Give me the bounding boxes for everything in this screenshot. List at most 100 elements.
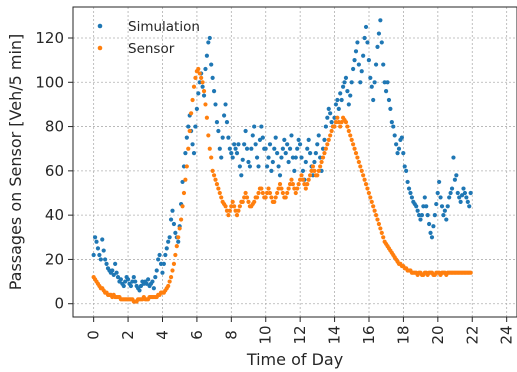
sensor-point — [242, 195, 247, 200]
y-tick-label: 0 — [54, 295, 64, 313]
simulation-point — [310, 173, 316, 178]
simulation-point — [194, 106, 199, 111]
y-tick-label: 80 — [45, 118, 64, 136]
simulation-point — [392, 133, 397, 138]
sensor-point — [168, 275, 174, 280]
sensor-point — [318, 164, 323, 169]
simulation-point — [467, 204, 472, 209]
simulation-point — [267, 142, 273, 147]
sensor-point — [199, 75, 204, 80]
simulation-point — [335, 97, 340, 103]
simulation-point — [151, 286, 156, 291]
sensor-point — [326, 137, 331, 142]
simulation-point — [246, 159, 251, 165]
simulation-point — [435, 190, 440, 196]
sensor-point — [171, 261, 177, 266]
simulation-point — [210, 75, 215, 80]
x-axis-ticks: 0 2 4 6 8 10 12 14 16 18 20 22 24 — [85, 317, 516, 345]
plot-frame — [72, 6, 517, 318]
simulation-point — [318, 155, 323, 160]
sensor-point — [297, 177, 303, 182]
simulation-point — [366, 58, 371, 63]
simulation-point — [121, 283, 126, 289]
simulation-point — [196, 91, 201, 96]
sensor-point — [170, 268, 175, 273]
simulation-point — [355, 40, 360, 45]
simulation-point — [358, 80, 363, 85]
simulation-point — [223, 102, 228, 107]
simulation-point — [110, 268, 115, 273]
sensor-point — [233, 208, 238, 213]
simulation-point — [422, 195, 427, 200]
simulation-point — [425, 213, 430, 218]
sensor-point — [323, 146, 328, 151]
simulation-point — [441, 213, 446, 218]
simulation-point — [429, 235, 435, 240]
simulation-point — [214, 120, 220, 125]
simulation-point — [293, 155, 298, 160]
simulation-point — [204, 53, 209, 58]
simulation-point — [340, 84, 346, 89]
sensor-point — [322, 151, 327, 156]
sensor-point — [211, 173, 217, 178]
simulation-point — [461, 186, 466, 191]
simulation-point — [98, 257, 103, 262]
simulation-point — [369, 84, 374, 89]
sensor-point — [329, 128, 334, 134]
sensor-point — [372, 208, 377, 213]
simulation-point — [454, 173, 459, 178]
simulation-point — [296, 137, 301, 142]
simulation-point — [385, 80, 390, 85]
sensor-point — [296, 182, 301, 187]
sensor-point — [209, 155, 214, 160]
simulation-point — [458, 199, 463, 204]
sensor-point — [179, 217, 184, 222]
simulation-point — [336, 106, 341, 111]
sensor-point — [308, 173, 313, 178]
sensor-point — [373, 213, 379, 218]
sensor-point — [204, 115, 209, 120]
sensor-point — [369, 199, 374, 204]
simulation-point — [322, 137, 327, 142]
y-tick-label: 40 — [45, 206, 64, 224]
simulation-point — [300, 168, 306, 173]
sensor-point — [210, 168, 215, 173]
x-tick-label: 6 — [188, 330, 206, 340]
simulation-point — [233, 146, 238, 151]
simulation-point — [184, 135, 189, 140]
simulation-point — [346, 102, 351, 107]
simulation-point — [361, 53, 366, 58]
sensor-point — [229, 204, 234, 209]
simulation-point — [115, 275, 121, 280]
simulation-point — [156, 257, 161, 262]
y-tick-label: 20 — [45, 250, 64, 268]
sensor-point — [224, 208, 230, 213]
simulation-point — [104, 261, 109, 266]
simulation-point — [295, 146, 300, 151]
sensor-point — [216, 186, 221, 191]
y-tick-label: 120 — [35, 29, 64, 47]
simulation-point — [125, 277, 131, 282]
sensor-point — [267, 190, 273, 196]
simulation-point — [351, 66, 356, 72]
y-tick-label: 60 — [45, 162, 64, 180]
sensor-point — [302, 182, 307, 187]
simulation-point — [277, 173, 283, 178]
simulation-point — [408, 190, 413, 196]
simulation-point — [316, 133, 321, 138]
simulation-point — [402, 164, 407, 169]
simulation-point — [329, 120, 334, 125]
sensor-point — [332, 124, 337, 129]
sensor-point — [319, 159, 324, 165]
sensor-point — [359, 168, 364, 173]
simulation-point — [163, 252, 168, 258]
sensor-point — [280, 190, 285, 196]
sensor-point — [290, 182, 296, 187]
sensor-point — [234, 213, 240, 218]
x-tick-label: 22 — [463, 325, 481, 344]
sensor-point — [363, 182, 369, 187]
sensor-point — [196, 66, 201, 72]
simulation-point — [92, 235, 98, 240]
